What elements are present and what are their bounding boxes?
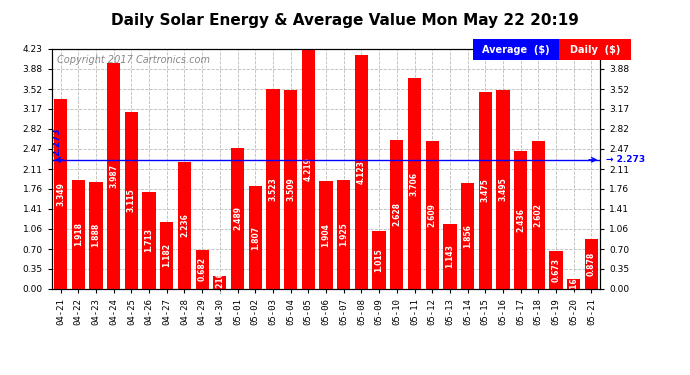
- Text: Daily  ($): Daily ($): [570, 45, 620, 55]
- Text: 3.987: 3.987: [109, 164, 118, 188]
- Text: 0.216: 0.216: [215, 271, 224, 294]
- Bar: [195, 250, 209, 289]
- Text: 0.166: 0.166: [569, 272, 578, 296]
- Bar: [266, 89, 279, 289]
- Text: Copyright 2017 Cartronics.com: Copyright 2017 Cartronics.com: [57, 55, 210, 65]
- Text: 2.489: 2.489: [233, 206, 242, 230]
- Bar: [443, 224, 457, 289]
- Text: 1.888: 1.888: [92, 223, 101, 248]
- Text: 0.682: 0.682: [197, 257, 207, 281]
- Text: → 2.273: → 2.273: [606, 155, 645, 164]
- Text: 3.495: 3.495: [498, 178, 507, 201]
- Text: 1.904: 1.904: [322, 223, 331, 247]
- Bar: [337, 180, 351, 289]
- Text: 2.602: 2.602: [534, 203, 543, 227]
- Text: 1.856: 1.856: [463, 224, 472, 248]
- Bar: [160, 222, 173, 289]
- Bar: [319, 181, 333, 289]
- Text: 1.925: 1.925: [339, 222, 348, 246]
- Bar: [532, 141, 545, 289]
- Bar: [213, 276, 226, 289]
- Text: 4.123: 4.123: [357, 160, 366, 184]
- Bar: [549, 251, 563, 289]
- Bar: [479, 92, 492, 289]
- Bar: [284, 90, 297, 289]
- Text: 3.475: 3.475: [481, 178, 490, 202]
- Text: 2.436: 2.436: [516, 208, 525, 232]
- Bar: [89, 182, 103, 289]
- Text: 0.878: 0.878: [587, 252, 596, 276]
- Text: 1.182: 1.182: [162, 243, 171, 267]
- Text: 1.143: 1.143: [445, 244, 455, 268]
- Text: 2.236: 2.236: [180, 213, 189, 237]
- Bar: [461, 183, 474, 289]
- Text: 1.713: 1.713: [145, 228, 154, 252]
- Text: 3.115: 3.115: [127, 189, 136, 212]
- Bar: [54, 99, 67, 289]
- Text: 1.807: 1.807: [250, 225, 259, 249]
- Text: 3.509: 3.509: [286, 177, 295, 201]
- Text: 2.273: 2.273: [52, 128, 61, 156]
- Text: 1.918: 1.918: [74, 222, 83, 246]
- Bar: [408, 78, 421, 289]
- Text: 2.609: 2.609: [428, 203, 437, 226]
- Bar: [496, 90, 510, 289]
- Text: 3.349: 3.349: [56, 182, 65, 206]
- Bar: [355, 55, 368, 289]
- Bar: [426, 141, 439, 289]
- Bar: [514, 150, 527, 289]
- Bar: [302, 50, 315, 289]
- Bar: [107, 63, 120, 289]
- Text: 2.628: 2.628: [393, 202, 402, 226]
- Bar: [248, 186, 262, 289]
- Bar: [72, 180, 85, 289]
- Text: 3.523: 3.523: [268, 177, 277, 201]
- Text: Daily Solar Energy & Average Value Mon May 22 20:19: Daily Solar Energy & Average Value Mon M…: [111, 13, 579, 28]
- Bar: [125, 112, 138, 289]
- Bar: [142, 192, 156, 289]
- Bar: [585, 239, 598, 289]
- Text: 1.015: 1.015: [375, 248, 384, 272]
- Bar: [178, 162, 191, 289]
- Bar: [373, 231, 386, 289]
- Text: 3.706: 3.706: [410, 172, 419, 196]
- Text: Average  ($): Average ($): [482, 45, 550, 55]
- Text: 4.219: 4.219: [304, 157, 313, 181]
- Bar: [567, 279, 580, 289]
- Bar: [231, 147, 244, 289]
- Text: 0.673: 0.673: [551, 258, 560, 282]
- Bar: [390, 140, 404, 289]
